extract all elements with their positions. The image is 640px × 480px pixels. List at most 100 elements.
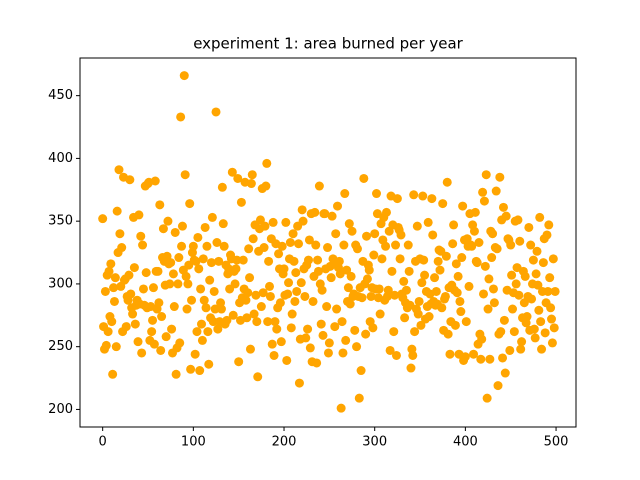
point	[272, 324, 282, 334]
point	[190, 349, 200, 359]
point	[467, 241, 477, 251]
point	[383, 285, 393, 295]
point	[445, 349, 455, 359]
point	[276, 337, 286, 347]
point	[366, 291, 376, 301]
point	[322, 302, 332, 312]
point	[395, 254, 405, 264]
point	[194, 264, 204, 274]
point	[550, 286, 560, 296]
point	[350, 325, 360, 335]
point	[399, 276, 409, 286]
point	[428, 230, 438, 240]
point	[284, 278, 294, 288]
point	[418, 191, 428, 201]
point	[168, 269, 178, 279]
point	[408, 350, 418, 360]
point	[180, 170, 190, 180]
point	[242, 313, 252, 323]
point	[277, 241, 287, 251]
point	[212, 238, 222, 247]
y-tick-label: 350	[48, 214, 73, 229]
point	[179, 71, 189, 81]
point	[291, 268, 301, 278]
point	[233, 173, 243, 183]
point	[403, 240, 413, 250]
point	[262, 158, 272, 168]
point	[517, 337, 527, 347]
point	[104, 266, 114, 276]
point	[297, 205, 307, 215]
point	[129, 263, 139, 273]
point	[496, 327, 506, 337]
point	[531, 269, 541, 279]
y-tick-label: 450	[48, 88, 73, 103]
point	[469, 349, 479, 359]
point	[339, 240, 349, 250]
point	[238, 255, 248, 265]
point	[300, 291, 310, 301]
point	[513, 215, 523, 225]
point	[228, 310, 238, 320]
point	[491, 186, 501, 196]
point	[163, 216, 173, 226]
point	[308, 296, 318, 306]
point	[195, 366, 205, 376]
point	[130, 319, 140, 329]
point	[452, 288, 462, 298]
point	[112, 206, 122, 216]
point	[547, 338, 557, 348]
point	[362, 231, 372, 241]
point	[324, 338, 334, 348]
point	[158, 224, 168, 234]
point	[460, 352, 470, 362]
point	[368, 323, 378, 333]
point	[526, 240, 536, 250]
point	[269, 350, 279, 360]
point	[138, 284, 148, 294]
point	[341, 335, 351, 345]
point	[406, 363, 416, 373]
point	[236, 197, 246, 207]
point	[230, 279, 240, 289]
point	[488, 229, 498, 239]
point	[287, 309, 297, 319]
point	[317, 285, 327, 295]
point	[211, 107, 221, 117]
point	[450, 320, 460, 330]
point	[154, 298, 164, 308]
point	[500, 368, 510, 378]
point	[313, 266, 323, 276]
point	[243, 288, 253, 298]
point	[260, 221, 270, 231]
point	[256, 302, 266, 312]
point	[268, 217, 278, 227]
point	[282, 355, 292, 365]
point	[110, 273, 120, 283]
point	[430, 273, 440, 283]
point	[217, 182, 227, 192]
point	[232, 255, 242, 265]
point	[205, 275, 215, 285]
point	[410, 327, 420, 337]
point	[435, 265, 445, 275]
point	[455, 296, 465, 306]
point	[166, 258, 176, 268]
point	[312, 358, 322, 368]
point	[175, 338, 185, 348]
point	[298, 216, 308, 226]
y-tick-label: 250	[48, 339, 73, 354]
point	[270, 317, 280, 327]
point	[197, 335, 207, 345]
point	[318, 330, 328, 340]
point	[258, 288, 268, 298]
point	[529, 324, 539, 334]
point	[414, 296, 424, 306]
point	[372, 189, 382, 199]
x-tick-label: 200	[272, 435, 297, 450]
point	[249, 309, 259, 319]
point	[170, 227, 180, 237]
point	[458, 201, 468, 211]
